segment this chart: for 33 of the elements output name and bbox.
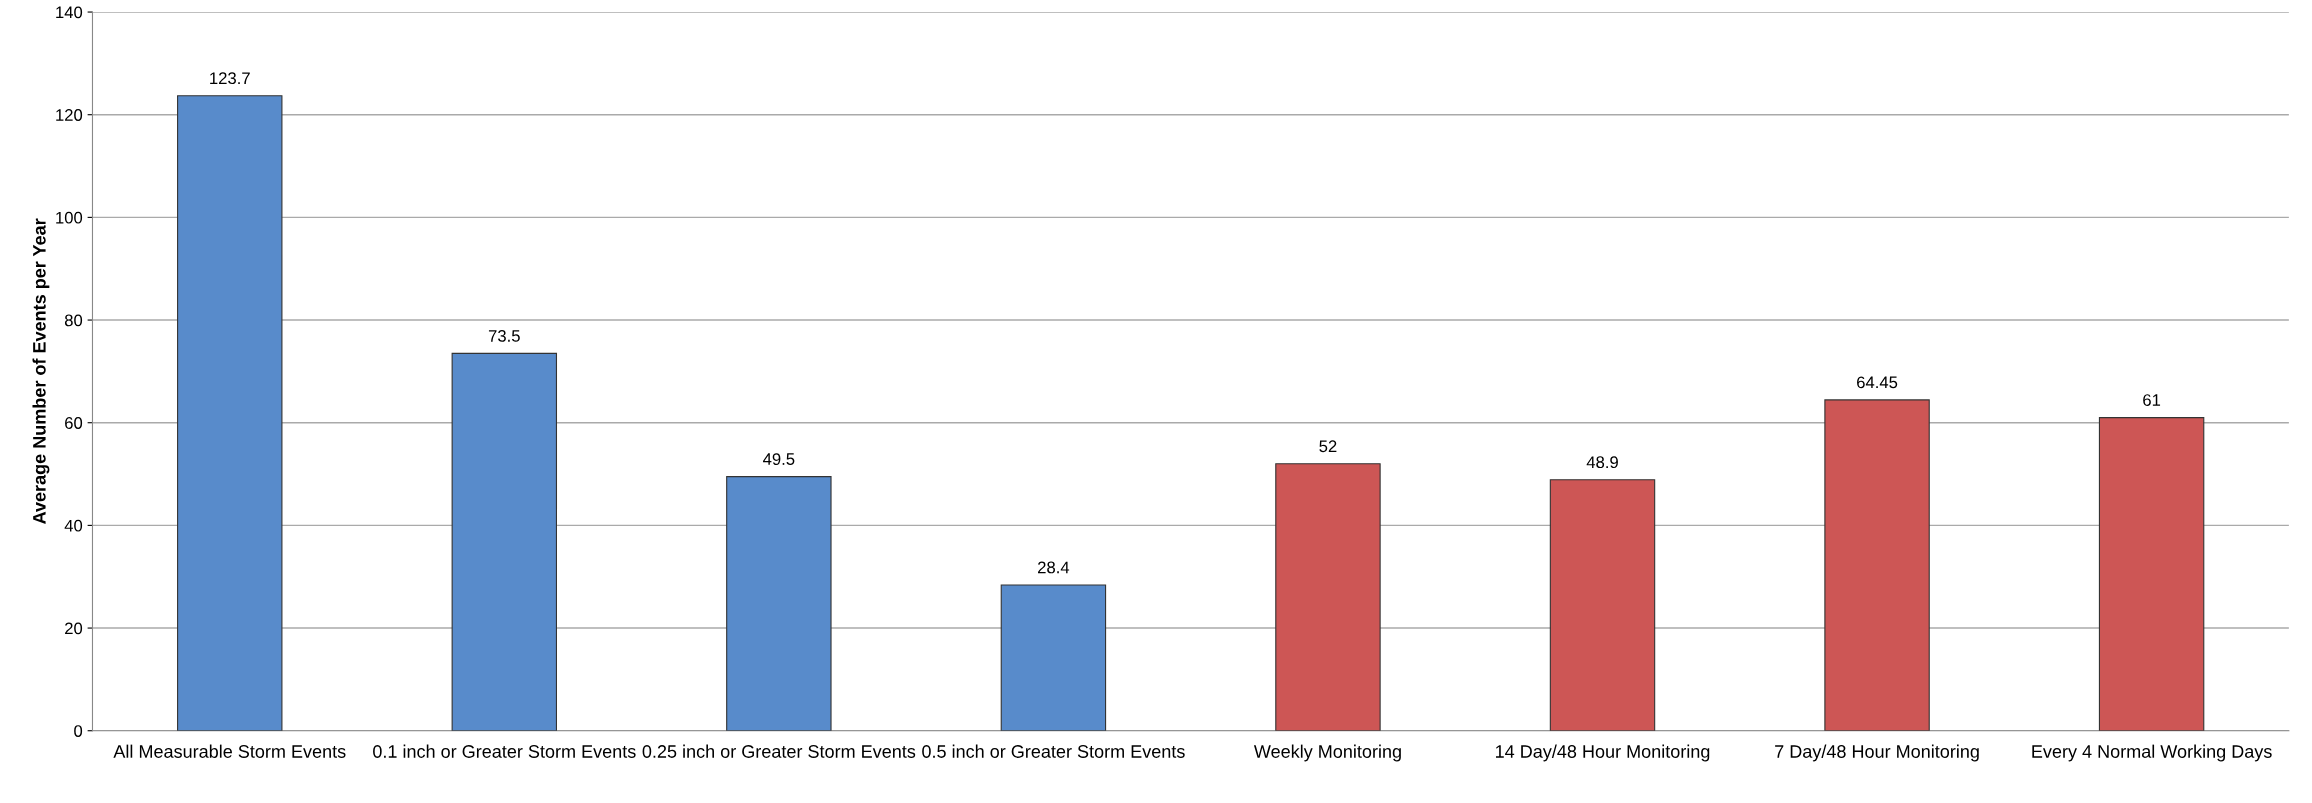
x-tick-label: Weekly Monitoring xyxy=(1253,744,1401,762)
x-tick-label: 14 Day/48 Hour Monitoring xyxy=(1496,744,1710,762)
data-label: 64.45 xyxy=(1857,376,1898,389)
x-tick-label: 0.5 inch or Greater Storm Events xyxy=(922,744,1185,758)
data-label: 61 xyxy=(2143,394,2161,406)
bar xyxy=(1549,479,1656,731)
data-label: 48.9 xyxy=(1586,456,1618,469)
data-label: 73.5 xyxy=(488,329,520,342)
bar xyxy=(1824,399,1930,731)
bar xyxy=(177,95,283,731)
y-tick-label: 140 xyxy=(56,6,83,19)
bar xyxy=(726,476,832,731)
x-tick-label: 0.1 inch or Greater Storm Events xyxy=(373,744,636,758)
y-tick-label: 120 xyxy=(56,109,83,121)
data-label: 49.5 xyxy=(763,453,795,465)
bar xyxy=(451,352,558,731)
data-label: 52 xyxy=(1319,440,1337,453)
y-axis-title: Average Number of Events per Year xyxy=(32,218,50,524)
y-tick-label: 20 xyxy=(65,622,83,635)
x-tick-label: Every 4 Normal Working Days xyxy=(2032,744,2272,762)
bar xyxy=(1275,463,1381,731)
data-label: 28.4 xyxy=(1038,561,1070,574)
bar xyxy=(1000,584,1107,731)
x-tick-label: 7 Day/48 Hour Monitoring xyxy=(1775,744,1979,762)
bar xyxy=(2098,417,2205,731)
y-tick-label: 0 xyxy=(74,725,83,737)
y-tick-label: 80 xyxy=(64,314,83,327)
x-tick-label: 0.25 inch or Greater Storm Events xyxy=(642,744,916,758)
x-tick-label: All Measurable Storm Events xyxy=(113,744,346,758)
data-label: 123.7 xyxy=(210,72,250,85)
y-tick-label: 60 xyxy=(65,417,83,429)
y-tick-label: 100 xyxy=(56,211,83,224)
y-tick-label: 40 xyxy=(64,519,83,532)
